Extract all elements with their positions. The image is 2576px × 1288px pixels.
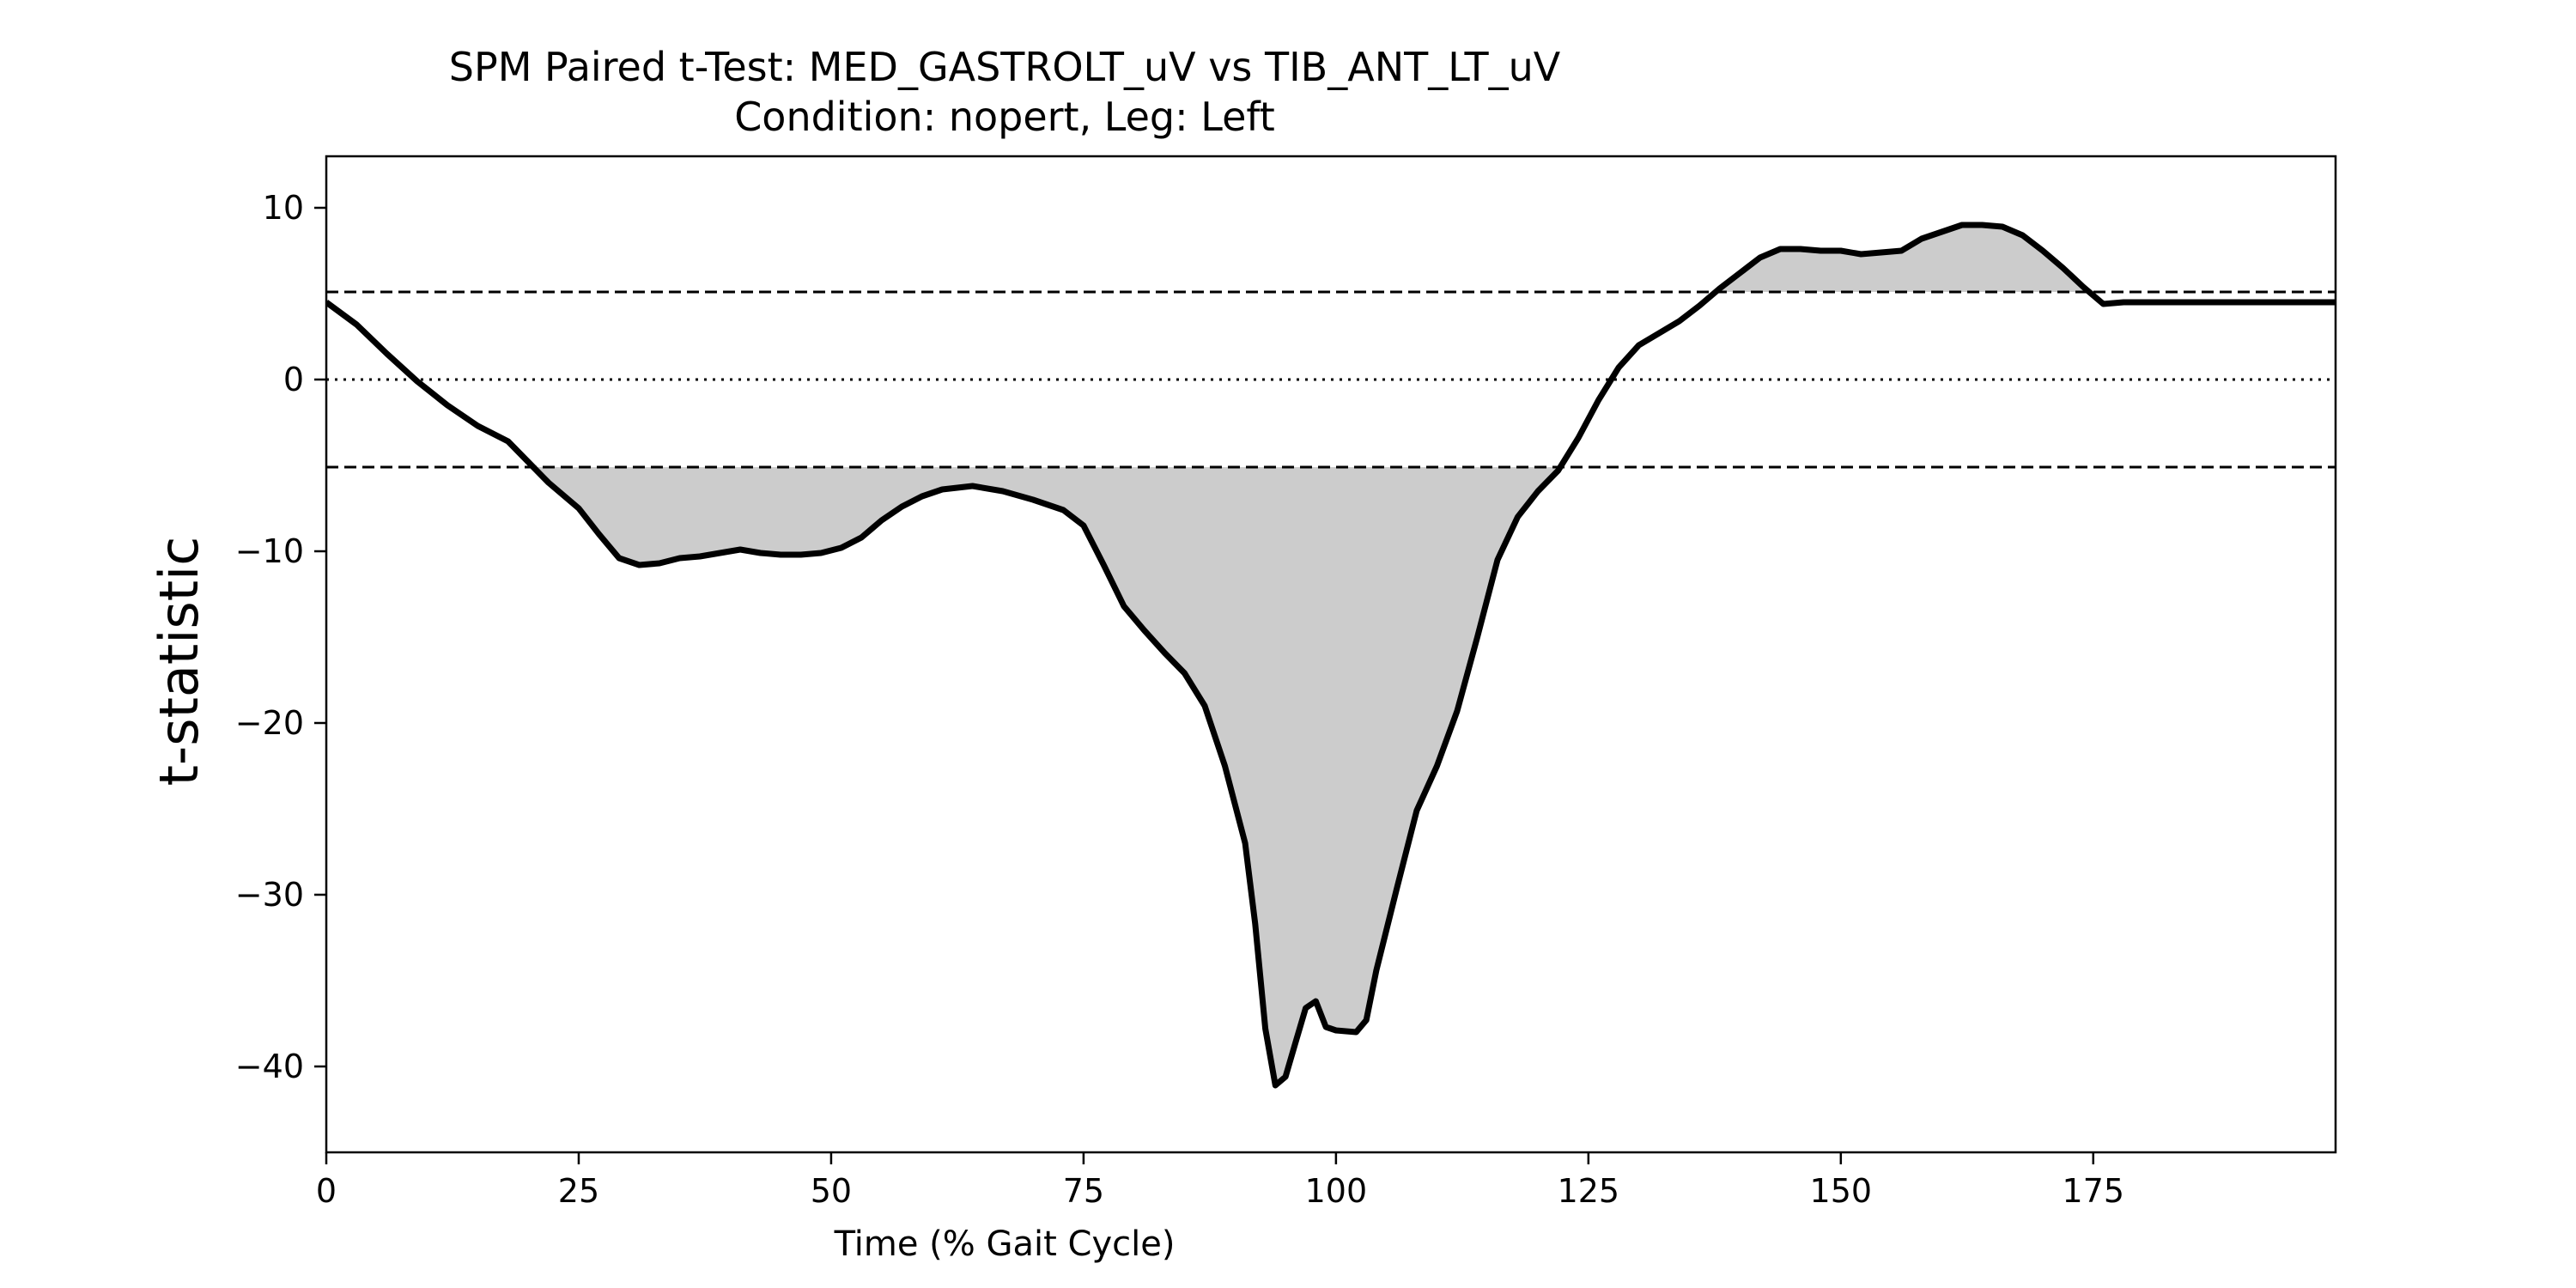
y-tick-label: 10 (263, 189, 304, 227)
t-statistic-line (326, 222, 2336, 1089)
y-tick-label: −10 (235, 532, 304, 570)
x-tick-label: 150 (1810, 1172, 1873, 1210)
suprathreshold-fill-positive (326, 225, 2336, 292)
y-tick-label: −40 (235, 1048, 304, 1085)
x-tick-label: 75 (1063, 1172, 1104, 1210)
plot-frame (325, 155, 2337, 1154)
x-tick-label: 100 (1305, 1172, 1368, 1210)
x-tick-label: 25 (558, 1172, 599, 1210)
y-tick-label: −20 (235, 704, 304, 742)
y-axis-label: t-statistic (148, 537, 210, 787)
y-tick-label: −30 (235, 876, 304, 914)
chart-title: SPM Paired t-Test: MED_GASTROLT_uV vs TI… (449, 44, 1561, 90)
chart-subtitle: Condition: nopert, Leg: Left (734, 94, 1275, 140)
x-tick-label: 0 (316, 1172, 337, 1210)
x-tick-label: 125 (1558, 1172, 1620, 1210)
x-tick-label: 50 (811, 1172, 852, 1210)
suprathreshold-fill-negative (326, 467, 2336, 1085)
x-tick-label: 175 (2063, 1172, 2125, 1210)
x-axis-label: Time (% Gait Cycle) (834, 1224, 1176, 1264)
y-tick-label: 0 (283, 361, 304, 398)
